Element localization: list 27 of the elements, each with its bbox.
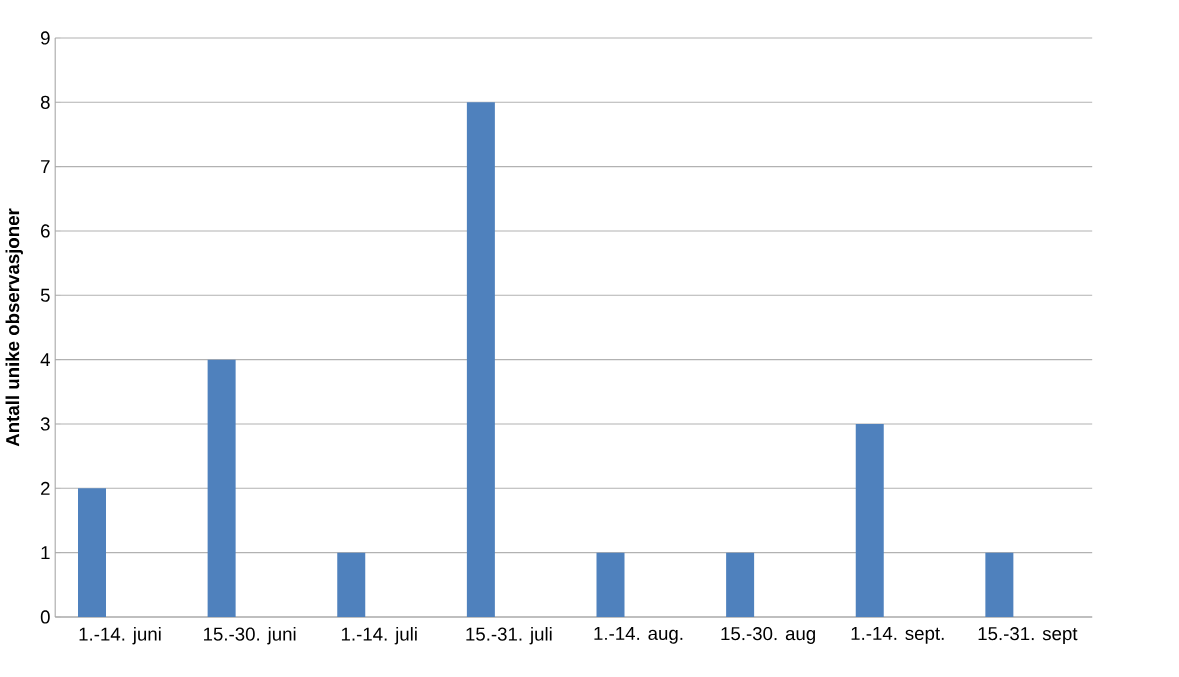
x-tick-label: 15.-31. juli [466,627,552,645]
bar [596,552,625,617]
bar [337,552,366,617]
x-tick-label: 15.-30. aug [721,627,815,644]
bar [855,423,884,617]
y-tick-label: 1 [41,546,50,560]
y-tick-label: 6 [41,224,50,238]
x-tick-label: 1.-14. juni [79,627,161,645]
y-tick-label: 5 [40,288,50,302]
y-tick-label: 2 [41,481,50,495]
y-tick-label: 9 [40,31,50,45]
x-tick-label: 1.-14. juli [341,627,417,645]
y-axis-title: Antall unike observasjoner [5,208,23,447]
x-tick-label: 1.-14. aug. [594,627,683,644]
bar [207,359,236,617]
y-tick-label: 0 [40,610,50,624]
x-tick-label: 15.-30. juni [204,627,296,645]
bar [985,552,1014,617]
bar [726,552,755,617]
x-tick-label: 15.-31. sept [978,627,1078,644]
y-tick-label: 3 [40,417,50,431]
bar [78,488,107,617]
x-tick-label: 1.-14. sept. [851,627,944,644]
y-tick-label: 7 [41,160,50,174]
y-tick-label: 8 [40,95,50,109]
bar [466,102,495,617]
y-tick-label: 4 [40,353,50,367]
